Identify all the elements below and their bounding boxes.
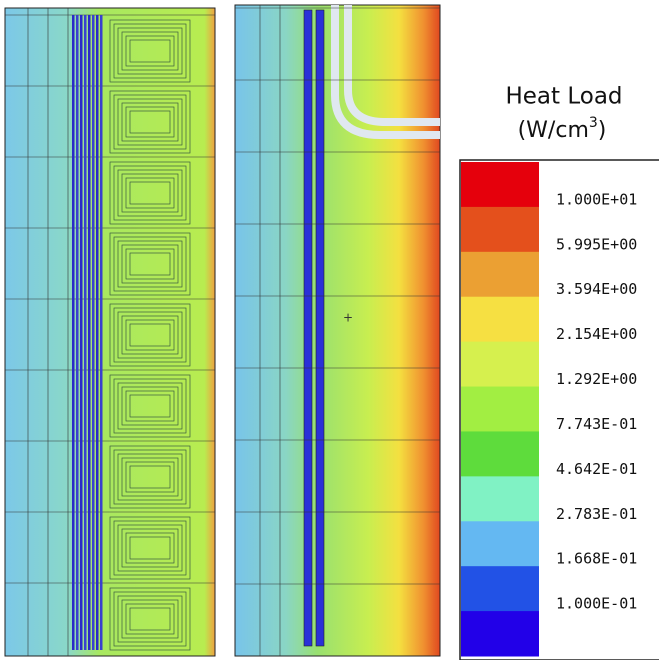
coil: [117, 453, 183, 501]
unit-sup: 3: [589, 115, 598, 131]
coil: [125, 177, 175, 209]
level-label: 2.154E+00: [556, 325, 637, 343]
coil: [109, 19, 191, 83]
coil: [121, 599, 179, 639]
coil: [125, 248, 175, 280]
coil: [113, 307, 187, 363]
coil: [125, 319, 175, 351]
coil: [113, 165, 187, 221]
coil: [121, 315, 179, 355]
coil: [125, 390, 175, 422]
tube: [80, 15, 83, 650]
legend: Heat Load (W/cm3) 1.000E+01 5.995E+00 3.59…: [459, 84, 659, 660]
left-panel: [4, 7, 216, 657]
level-label: 1.000E+01: [556, 190, 637, 208]
coil: [113, 591, 187, 647]
coil: [125, 461, 175, 493]
color-band: [461, 476, 539, 522]
coil: [117, 98, 183, 146]
tube: [72, 15, 75, 650]
coil: [125, 106, 175, 138]
tube: [76, 15, 79, 650]
coil: [117, 524, 183, 572]
color-band: [461, 611, 539, 657]
coil: [113, 449, 187, 505]
tube: [84, 15, 87, 650]
tube: [88, 15, 91, 650]
level-label: 4.642E-01: [556, 460, 637, 478]
coil: [129, 323, 171, 347]
level-label: 3.594E+00: [556, 280, 637, 298]
coil: [113, 94, 187, 150]
level-label: 1.000E-01: [556, 595, 637, 613]
color-band: [461, 521, 539, 567]
level-label: 1.668E-01: [556, 550, 637, 568]
coil: [129, 536, 171, 560]
color-band: [461, 431, 539, 477]
coil: [117, 311, 183, 359]
coil: [125, 532, 175, 564]
marker: +: [343, 311, 353, 325]
coil: [121, 386, 179, 426]
coil: [117, 595, 183, 643]
legend-unit: (W/cm3): [518, 115, 607, 143]
tube: [96, 15, 99, 650]
right-panel: +: [234, 4, 441, 657]
level-label: 1.292E+00: [556, 370, 637, 388]
coil: [129, 110, 171, 134]
coil: [121, 173, 179, 213]
color-band: [461, 386, 539, 432]
unit: (W/cm: [518, 118, 589, 143]
coil: [121, 528, 179, 568]
coil: [113, 23, 187, 79]
coil: [121, 102, 179, 142]
coil: [109, 303, 191, 367]
coil: [129, 394, 171, 418]
coil: [129, 181, 171, 205]
color-band: [461, 566, 539, 612]
color-band: [461, 251, 539, 298]
coil: [113, 378, 187, 434]
color-band: [461, 162, 539, 208]
coil: [121, 31, 179, 71]
coil: [109, 161, 191, 225]
coil: [129, 465, 171, 489]
coil: [121, 244, 179, 284]
coil: [109, 90, 191, 154]
level-label: 2.783E-01: [556, 505, 637, 523]
coil: [109, 374, 191, 438]
coil: [109, 587, 191, 651]
coil: [117, 27, 183, 75]
coil: [121, 457, 179, 497]
tube: [100, 15, 103, 650]
color-band: [461, 341, 539, 388]
level-label: 7.743E-01: [556, 415, 637, 433]
coil: [117, 240, 183, 288]
coil: [125, 35, 175, 67]
coil: [109, 516, 191, 580]
coil: [129, 39, 171, 63]
coil: [113, 236, 187, 292]
coil: [117, 169, 183, 217]
unit-close: ): [598, 118, 607, 143]
tube: [92, 15, 95, 650]
legend-title: Heat Load: [505, 84, 622, 110]
color-band: [461, 296, 539, 343]
coil: [113, 520, 187, 576]
level-label: 5.995E+00: [556, 235, 637, 253]
coil: [117, 382, 183, 430]
coil: [109, 232, 191, 296]
coil: [129, 252, 171, 276]
coil: [125, 603, 175, 635]
coil: [109, 445, 191, 509]
color-band: [461, 206, 539, 253]
coil: [129, 607, 171, 631]
